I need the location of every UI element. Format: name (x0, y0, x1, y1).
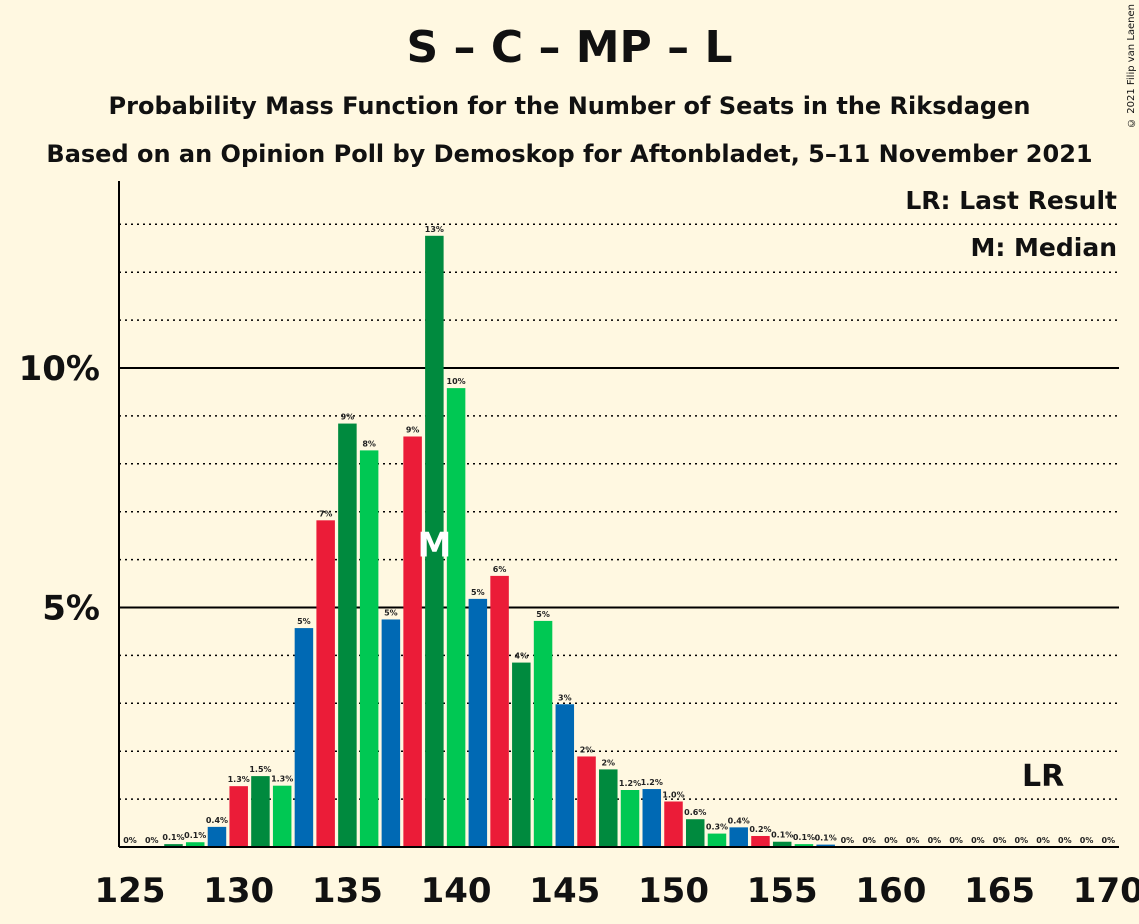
chart-title: S – C – MP – L (406, 22, 733, 73)
bar-seat-136 (359, 450, 379, 847)
bar-seat-156 (794, 844, 814, 847)
bar-value-label: 5% (297, 617, 311, 626)
bar-seat-142 (490, 575, 509, 847)
bar-seat-148 (620, 789, 640, 847)
bar-value-label: 0.1% (815, 834, 837, 843)
bar-seat-154 (751, 835, 770, 847)
bar-value-label: 10% (447, 377, 466, 386)
bar-seat-145 (555, 704, 575, 847)
bar-seat-144 (533, 620, 553, 847)
bar-value-label: 0.4% (206, 816, 228, 825)
bar-value-label: 9% (341, 413, 355, 422)
bar-seat-129 (207, 826, 227, 847)
x-tick-label: 140 (421, 871, 492, 911)
bar-seat-133 (294, 628, 314, 847)
bar-value-label: 0.1% (771, 831, 793, 840)
bar-value-label: 0% (123, 836, 137, 845)
bar-value-label: 0% (1080, 836, 1094, 845)
x-tick-label: 155 (747, 871, 818, 911)
x-tick-label: 170 (1073, 871, 1139, 911)
bar-seat-141 (468, 598, 488, 847)
bar-seat-134 (316, 520, 335, 847)
bar-seat-157 (816, 844, 835, 847)
bar-seat-155 (772, 841, 792, 847)
bar-value-label: 1.2% (619, 779, 641, 788)
bar-value-label: 0% (862, 836, 876, 845)
bar-value-label: 0% (1036, 836, 1050, 845)
legend-last-result: LR: Last Result (905, 186, 1117, 215)
bar-value-label: 0.1% (793, 833, 815, 842)
bar-seat-152 (707, 833, 727, 847)
bar-seat-147 (599, 769, 618, 847)
bar-value-label: 5% (384, 608, 398, 617)
bar-value-label: 0% (1015, 836, 1029, 845)
bar-value-label: 1.3% (271, 775, 293, 784)
bar-value-label: 4% (515, 652, 529, 661)
bar-value-label: 0% (906, 836, 920, 845)
bar-value-label: 0% (928, 836, 942, 845)
bar-value-label: 0.6% (684, 808, 706, 817)
bar-value-label: 0% (145, 836, 159, 845)
bar-seat-135 (338, 423, 357, 847)
bar-value-label: 0.4% (728, 816, 750, 825)
x-tick-label: 150 (638, 871, 709, 911)
x-tick-label: 135 (312, 871, 383, 911)
bar-seat-128 (185, 842, 205, 847)
bar-seat-132 (272, 785, 292, 847)
bar-seat-137 (381, 619, 401, 847)
x-tick-label: 160 (855, 871, 926, 911)
bar-value-label: 0.1% (184, 831, 206, 840)
bar-value-label: 0% (993, 836, 1007, 845)
legend-median: M: Median (970, 233, 1117, 262)
bar-seat-140 (446, 388, 466, 847)
bar-value-label: 0% (884, 836, 898, 845)
x-tick-label: 165 (964, 871, 1035, 911)
last-result-marker: LR (1022, 759, 1064, 794)
bar-seat-153 (729, 827, 748, 847)
bar-seat-130 (229, 786, 248, 847)
bar-value-label: 2% (601, 758, 615, 767)
y-tick-label: 10% (19, 349, 100, 389)
bar-value-label: 0% (841, 836, 855, 845)
bar-value-label: 1.0% (662, 790, 684, 799)
chart-subtitle: Probability Mass Function for the Number… (108, 92, 1031, 120)
bar-value-label: 1.2% (641, 778, 663, 787)
x-tick-label: 130 (203, 871, 274, 911)
bar-value-label: 3% (558, 693, 572, 702)
bar-value-label: 9% (406, 425, 420, 434)
bar-seat-143 (512, 662, 531, 847)
bar-value-label: 0.2% (749, 825, 771, 834)
x-tick-label: 125 (95, 871, 166, 911)
bar-value-label: 0% (949, 836, 963, 845)
bar-value-label: 5% (471, 588, 485, 597)
x-tick-label: 145 (529, 871, 600, 911)
bar-seat-139 (425, 235, 444, 847)
bar-value-label: 1.3% (228, 775, 250, 784)
bar-value-label: 8% (362, 439, 376, 448)
bar-value-label: 2% (580, 745, 594, 754)
bar-value-label: 13% (425, 225, 444, 234)
bar-value-label: 0.1% (162, 833, 184, 842)
bar-value-label: 0.3% (706, 823, 728, 832)
bar-value-label: 0% (1058, 836, 1072, 845)
bar-seat-127 (164, 844, 183, 847)
bar-seat-138 (403, 436, 422, 847)
bar-seat-131 (251, 776, 270, 847)
bar-value-label: 5% (536, 610, 550, 619)
chart-source-note: Based on an Opinion Poll by Demoskop for… (46, 140, 1093, 168)
bar-value-label: 7% (319, 509, 333, 518)
bar-seat-150 (664, 801, 683, 847)
bar-value-label: 0% (1102, 836, 1116, 845)
bar-value-label: 6% (493, 565, 507, 574)
bar-seat-146 (577, 756, 596, 847)
bar-seat-151 (685, 819, 705, 847)
y-tick-label: 5% (42, 589, 100, 629)
bar-seat-149 (642, 789, 662, 847)
bar-value-label: 1.5% (249, 765, 271, 774)
bar-value-label: 0% (971, 836, 985, 845)
median-marker: M (417, 526, 451, 566)
